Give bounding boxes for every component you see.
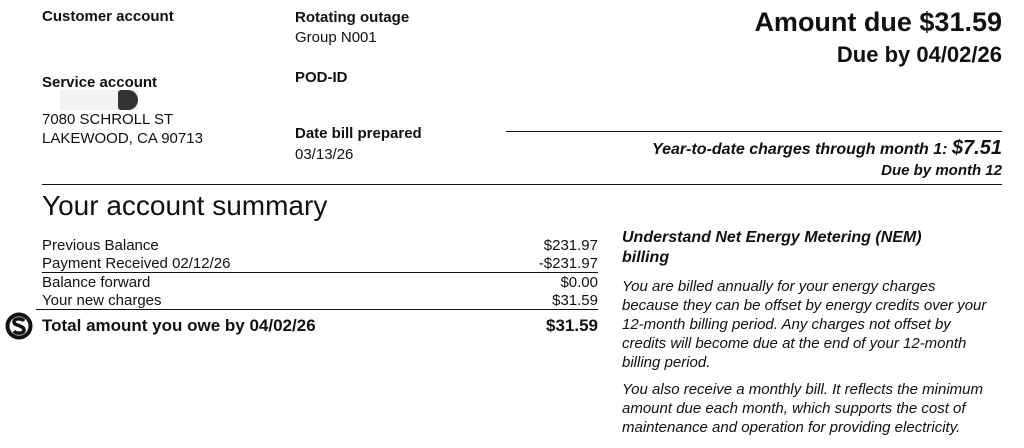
service-account-label: Service account — [42, 74, 158, 91]
row-label: Your new charges — [42, 292, 162, 309]
total-amount: $31.59 — [546, 316, 598, 335]
service-address-line1: 7080 SCHROLL ST — [42, 111, 174, 128]
row-label: Previous Balance — [42, 237, 159, 254]
nem-paragraph: You also receive a monthly bill. It refl… — [622, 381, 983, 436]
ytd-due: Due by month 12 — [881, 162, 1002, 179]
amount-due: Amount due $31.59 — [754, 7, 1002, 37]
ytd-amount: $7.51 — [951, 137, 1002, 159]
row-label: Payment Received 02/12/26 — [42, 255, 231, 272]
pod-id-label: POD-ID — [295, 69, 348, 86]
divider — [42, 184, 1002, 185]
row-amount: $31.59 — [552, 292, 598, 309]
dollar-circle-icon — [5, 312, 33, 340]
row-amount: -$231.97 — [538, 255, 598, 272]
total-label: Total amount you owe by 04/02/26 — [42, 316, 316, 335]
ytd-charges: Year-to-date charges through month 1: $7… — [652, 137, 1002, 160]
rotating-outage-value: Group N001 — [295, 29, 377, 46]
row-label: Balance forward — [42, 274, 151, 291]
rotating-outage-label: Rotating outage — [295, 9, 410, 26]
summary-title: Your account summary — [42, 190, 328, 221]
date-bill-prepared-value: 03/13/26 — [295, 146, 354, 163]
summary-row: Your new charges $31.59 — [42, 292, 598, 310]
row-amount: $0.00 — [560, 274, 598, 291]
amount-due-date: Due by 04/02/26 — [836, 42, 1002, 67]
summary-row: Payment Received 02/12/26 -$231.97 — [42, 255, 598, 273]
redacted-account-number — [60, 90, 138, 110]
divider — [506, 131, 1002, 132]
divider — [42, 272, 598, 273]
divider — [36, 309, 598, 310]
nem-title: Understand Net Energy Metering (NEM) bil… — [622, 229, 922, 266]
summary-row: Balance forward $0.00 — [42, 274, 598, 292]
ytd-label: Year-to-date charges through month 1: — [652, 141, 948, 158]
summary-row: Previous Balance $231.97 — [42, 237, 598, 255]
customer-account-label: Customer account — [42, 8, 174, 25]
service-address-line2: LAKEWOOD, CA 90713 — [42, 130, 203, 147]
row-amount: $231.97 — [543, 237, 598, 254]
total-row: Total amount you owe by 04/02/26 $31.59 — [42, 316, 598, 336]
nem-paragraph: You are billed annually for your energy … — [622, 278, 987, 371]
date-bill-prepared-label: Date bill prepared — [295, 125, 422, 142]
